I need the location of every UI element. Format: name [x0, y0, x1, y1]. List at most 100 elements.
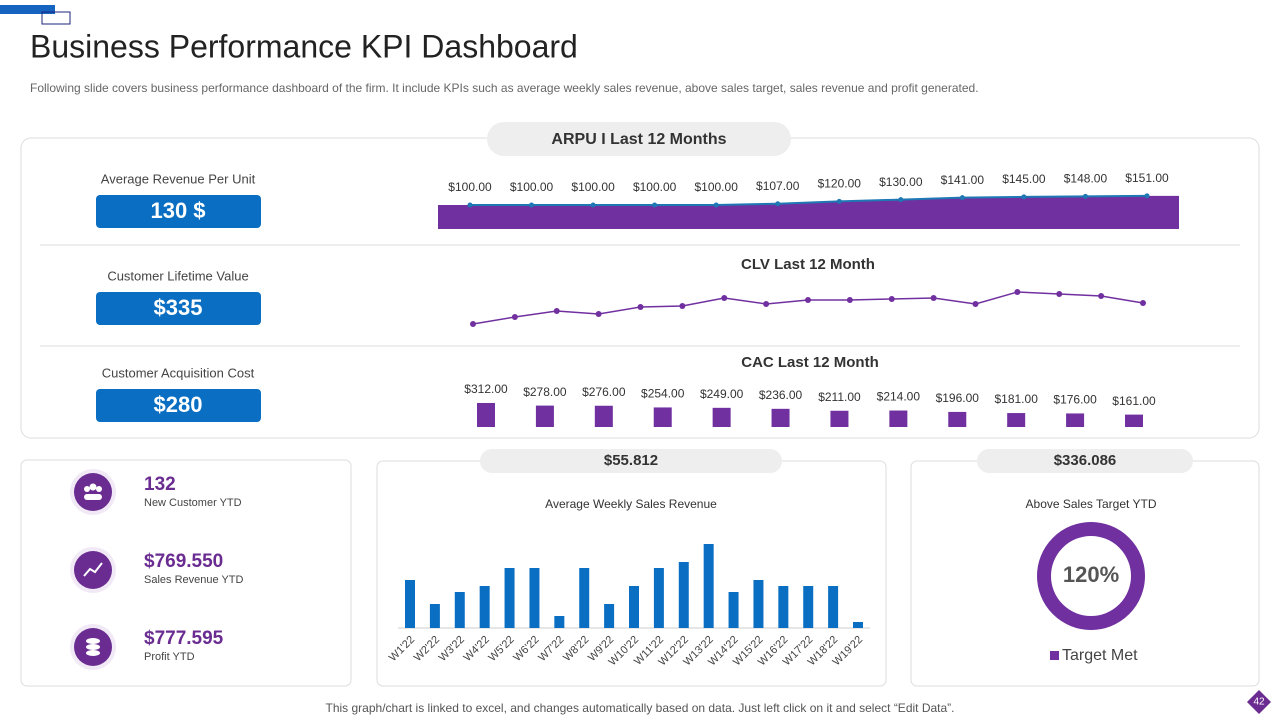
data-label: $130.00	[879, 175, 923, 189]
bar	[653, 407, 672, 427]
pill	[487, 122, 791, 156]
point	[713, 202, 719, 208]
chart-title: Average Weekly Sales Revenue	[545, 497, 717, 511]
data-label: $176.00	[1053, 393, 1097, 407]
stat-icon	[70, 624, 116, 670]
data-label: $312.00	[464, 382, 508, 396]
kpi-value: $280	[154, 392, 203, 417]
point	[721, 295, 728, 301]
point	[595, 311, 602, 317]
bar	[728, 592, 739, 628]
data-label: $236.00	[759, 388, 803, 402]
data-label: $211.00	[818, 390, 861, 404]
bar	[579, 568, 590, 628]
kpi-box	[96, 389, 261, 422]
point	[805, 297, 811, 303]
bar	[703, 544, 714, 628]
point	[1144, 193, 1150, 199]
data-label: $214.00	[877, 390, 921, 404]
data-label: $278.00	[523, 385, 567, 399]
bar	[1125, 414, 1143, 427]
bar	[778, 586, 789, 628]
kpi-label: Average Revenue Per Unit	[101, 171, 256, 186]
bar	[653, 568, 664, 628]
kpi-value: 130 $	[150, 198, 205, 223]
chart-title: ARPU I Last 12 Months	[551, 131, 726, 148]
point	[1021, 194, 1027, 200]
data-label: $120.00	[818, 177, 862, 191]
bar	[830, 410, 849, 427]
point	[930, 295, 937, 301]
kpi-box	[96, 292, 261, 325]
bar	[504, 568, 515, 628]
stat-value: $769.550	[144, 551, 223, 572]
bar	[753, 580, 764, 628]
data-label: $151.00	[1125, 171, 1169, 185]
bar	[594, 405, 613, 427]
point	[529, 202, 535, 208]
data-label: $196.00	[936, 391, 980, 405]
area	[438, 195, 1179, 229]
kpi-label: Customer Acquisition Cost	[102, 365, 255, 380]
bar	[629, 586, 639, 628]
legend-swatch	[1050, 651, 1059, 660]
data-label: $100.00	[571, 180, 615, 194]
point	[1140, 300, 1146, 306]
bar	[1066, 413, 1085, 427]
point	[511, 314, 518, 320]
point	[652, 202, 658, 208]
data-label: $100.00	[448, 180, 492, 194]
title: Business Performance KPI Dashboard	[30, 28, 578, 64]
bar	[803, 586, 814, 628]
bar	[535, 405, 554, 427]
kpi-box	[96, 195, 261, 228]
kpi-value: $335	[154, 295, 203, 320]
pill	[480, 449, 782, 473]
data-label: $181.00	[994, 392, 1038, 406]
stat-icon	[70, 547, 116, 593]
stat-value: 132	[144, 474, 176, 495]
data-label: $100.00	[694, 180, 738, 194]
footer: This graph/chart is linked to excel, and…	[326, 701, 955, 715]
data-label: $100.00	[510, 180, 554, 194]
bar	[853, 622, 863, 628]
chart-title: Above Sales Target YTD	[1026, 497, 1157, 511]
subtitle: Following slide covers business performa…	[30, 81, 979, 95]
data-label: $141.00	[941, 173, 985, 187]
donut-ring	[1037, 522, 1145, 630]
bar	[948, 411, 967, 427]
bar	[712, 407, 731, 427]
bar	[477, 402, 495, 427]
pill	[977, 449, 1193, 473]
point	[763, 301, 770, 307]
point	[1082, 193, 1088, 199]
point	[959, 195, 965, 201]
bar	[405, 580, 415, 628]
point	[898, 197, 904, 203]
point	[470, 321, 476, 327]
bar	[429, 604, 440, 628]
point	[888, 296, 895, 302]
donut-label: 120%	[1063, 562, 1119, 587]
point	[775, 201, 781, 207]
legend-label: Target Met	[1062, 647, 1138, 664]
point	[972, 301, 979, 307]
bar	[554, 616, 565, 628]
point	[467, 202, 473, 208]
page-badge	[1247, 690, 1271, 714]
bar	[1007, 413, 1026, 427]
data-label: $254.00	[641, 387, 685, 401]
point	[679, 303, 686, 309]
chart-title: CAC Last 12 Month	[741, 354, 879, 371]
deco-bar	[0, 5, 55, 14]
data-label: $161.00	[1112, 394, 1156, 408]
bar	[529, 568, 540, 628]
point	[1098, 293, 1105, 299]
panel-header: $336.086	[1054, 452, 1117, 469]
point	[836, 198, 842, 204]
stat-label: Sales Revenue YTD	[144, 574, 244, 586]
stat-icon	[70, 469, 116, 515]
stat-value: $777.595	[144, 628, 224, 649]
bar	[828, 586, 839, 628]
data-label: $145.00	[1002, 172, 1046, 186]
